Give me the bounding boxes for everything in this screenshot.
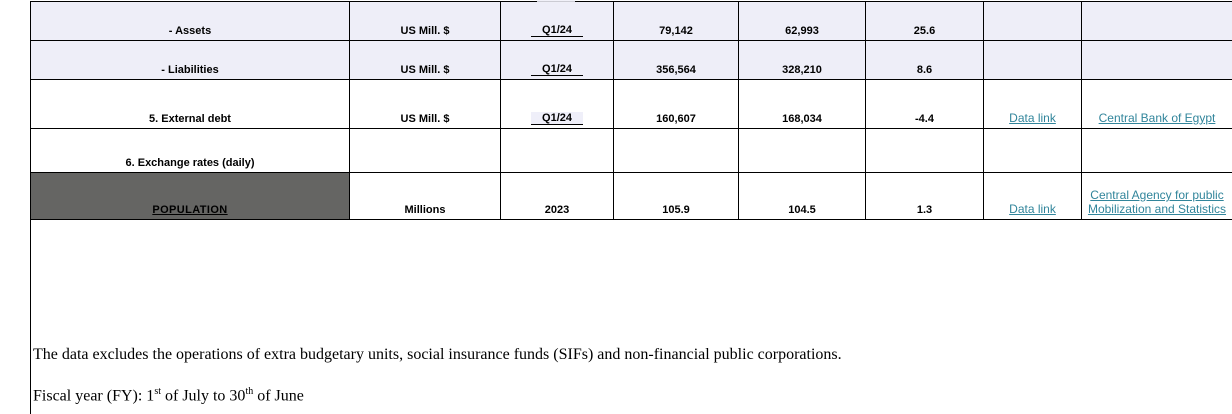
footnote-fiscal-year: Fiscal year (FY): 1st of July to 30th of… xyxy=(33,386,633,405)
row-population: POPULATION Millions 2023 105.9 104.5 1.3… xyxy=(30,172,1232,220)
cell-external-debt-period: Q1/24 xyxy=(500,79,614,129)
cell-exchange-rates-value-previous xyxy=(738,128,866,173)
fiscal-year-text: Fiscal year (FY): 1 xyxy=(33,387,155,405)
cell-population-value-latest: 105.9 xyxy=(613,172,739,220)
cell-population-period: 2023 xyxy=(500,172,614,220)
cell-liabilities-unit: US Mill. $ xyxy=(349,40,501,80)
cell-external-debt-source: Central Bank of Egypt xyxy=(1081,79,1232,129)
data-link[interactable]: Data link xyxy=(1009,110,1056,125)
cell-population-source: Central Agency for public Mobilization a… xyxy=(1081,172,1232,220)
data-link[interactable]: Data link xyxy=(1009,201,1056,216)
row-assets: - Assets US Mill. $ Q1/24 79,142 62,993 … xyxy=(30,1,1232,41)
fiscal-year-text: of July to 30 xyxy=(160,387,246,405)
cell-exchange-rates-value-latest xyxy=(613,128,739,173)
cell-assets-change: 25.6 xyxy=(865,1,984,41)
cell-exchange-rates-change xyxy=(865,128,984,173)
period-text: Q1/24 xyxy=(531,112,583,125)
cell-liabilities-datalink xyxy=(983,40,1082,80)
cell-assets-value-latest: 79,142 xyxy=(613,1,739,41)
cell-liabilities-label: - Liabilities xyxy=(30,40,350,80)
cell-external-debt-change: -4.4 xyxy=(865,79,984,129)
cell-population-unit: Millions xyxy=(349,172,501,220)
cell-population-label: POPULATION xyxy=(30,172,350,220)
ordinal-superscript: th xyxy=(245,386,254,397)
footnote-exclusion-note: The data excludes the operations of extr… xyxy=(33,346,842,363)
cell-population-datalink: Data link xyxy=(983,172,1082,220)
row-exchange-rates: 6. Exchange rates (daily) xyxy=(30,128,1232,173)
cell-liabilities-source xyxy=(1081,40,1232,80)
period-text: Q1/24 xyxy=(531,63,583,76)
source-link-central-bank[interactable]: Central Bank of Egypt xyxy=(1098,110,1216,125)
cell-liabilities-period: Q1/24 xyxy=(500,40,614,80)
cell-exchange-rates-period xyxy=(500,128,614,173)
cell-assets-period: Q1/24 xyxy=(500,1,614,41)
cell-exchange-rates-label: 6. Exchange rates (daily) xyxy=(30,128,350,173)
cell-exchange-rates-source xyxy=(1081,128,1232,173)
fiscal-year-text: of June xyxy=(253,387,304,405)
cell-assets-unit: US Mill. $ xyxy=(349,1,501,41)
cell-external-debt-value-latest: 160,607 xyxy=(613,79,739,129)
cell-liabilities-value-previous: 328,210 xyxy=(738,40,866,80)
cell-population-change: 1.3 xyxy=(865,172,984,220)
cell-external-debt-label: 5. External debt xyxy=(30,79,350,129)
cell-assets-source xyxy=(1081,1,1232,41)
cell-external-debt-unit: US Mill. $ xyxy=(349,79,501,129)
cell-external-debt-value-previous: 168,034 xyxy=(738,79,866,129)
cell-assets-value-previous: 62,993 xyxy=(738,1,866,41)
cell-liabilities-change: 8.6 xyxy=(865,40,984,80)
table-left-border-extension xyxy=(30,220,31,414)
cell-assets-datalink xyxy=(983,1,1082,41)
indicators-table: - Assets US Mill. $ Q1/24 79,142 62,993 … xyxy=(30,1,1232,220)
cell-assets-label: - Assets xyxy=(30,1,350,41)
cell-exchange-rates-unit xyxy=(349,128,501,173)
period-text: Q1/24 xyxy=(531,24,583,37)
ordinal-superscript: st xyxy=(154,386,161,397)
cell-liabilities-value-latest: 356,564 xyxy=(613,40,739,80)
source-link-capmas[interactable]: Central Agency for public Mobilization a… xyxy=(1087,188,1227,216)
cell-external-debt-datalink: Data link xyxy=(983,79,1082,129)
cell-exchange-rates-datalink xyxy=(983,128,1082,173)
cell-population-value-previous: 104.5 xyxy=(738,172,866,220)
top-border-gap-artifact xyxy=(537,0,575,3)
row-liabilities: - Liabilities US Mill. $ Q1/24 356,564 3… xyxy=(30,40,1232,80)
row-external-debt: 5. External debt US Mill. $ Q1/24 160,60… xyxy=(30,79,1232,129)
